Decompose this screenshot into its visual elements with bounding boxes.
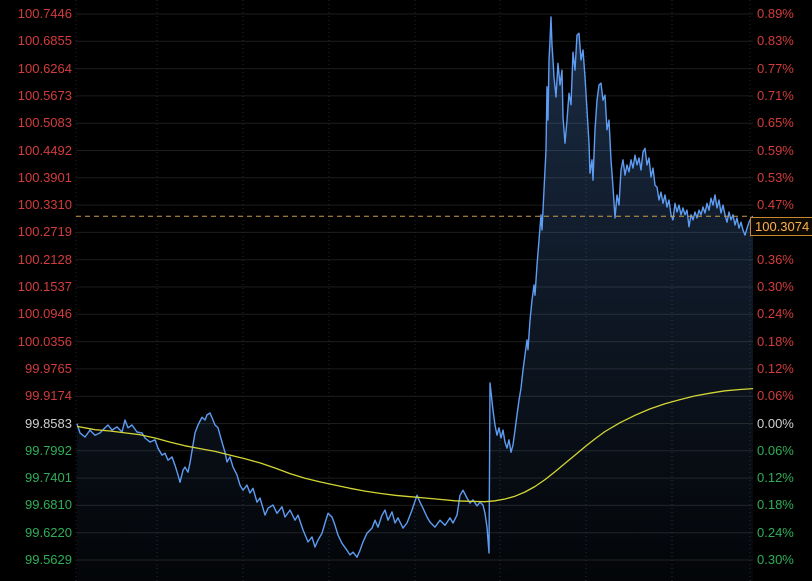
- percent-axis-label: 0.18%: [757, 334, 794, 349]
- price-axis-label: 100.0356: [17, 334, 72, 349]
- price-axis-label: 100.7446: [17, 6, 72, 21]
- current-price-value: 100.3074: [755, 219, 810, 234]
- percent-axis-label: 0.83%: [757, 33, 794, 48]
- percent-axis-label: 0.06%: [757, 388, 794, 403]
- percent-axis-label: 0.00%: [757, 416, 794, 431]
- percent-axis-label: 0.36%: [757, 252, 794, 267]
- price-line: [76, 16, 753, 558]
- percent-axis-label: 0.30%: [757, 279, 794, 294]
- price-axis-label: 99.9174: [25, 388, 72, 403]
- price-axis-label: 100.3901: [17, 170, 72, 185]
- percent-axis-label: 0.18%: [757, 497, 794, 512]
- price-axis-label: 99.6220: [25, 525, 72, 540]
- price-axis-label: 100.2128: [17, 252, 72, 267]
- percent-axis-label: 0.12%: [757, 470, 794, 485]
- ma-line: [76, 387, 753, 503]
- price-axis-label: 99.7401: [25, 470, 72, 485]
- price-axis-label: 100.6855: [17, 33, 72, 48]
- percent-axis-label: 0.59%: [757, 143, 794, 158]
- percent-axis-label: 0.65%: [757, 115, 794, 130]
- price-axis-label: 99.9765: [25, 361, 72, 376]
- percent-axis-label: 0.47%: [757, 197, 794, 212]
- percent-axis-label: 0.53%: [757, 170, 794, 185]
- price-axis-label: 100.5673: [17, 88, 72, 103]
- price-axis-label: 99.7992: [25, 443, 72, 458]
- price-axis-label: 100.3310: [17, 197, 72, 212]
- percent-axis-label: 0.30%: [757, 552, 794, 567]
- percent-axis-label: 0.06%: [757, 443, 794, 458]
- current-price-tag: 100.3074: [750, 217, 812, 236]
- percent-axis-label: 0.12%: [757, 361, 794, 376]
- price-axis-label: 100.2719: [17, 224, 72, 239]
- percent-axis-label: 0.89%: [757, 6, 794, 21]
- price-axis-label: 99.6810: [25, 497, 72, 512]
- price-area-fill: [77, 17, 753, 581]
- price-axis-label: 99.5629: [25, 552, 72, 567]
- price-axis-label: 100.5083: [17, 115, 72, 130]
- left-price-axis: 100.7446 100.6855 100.6264 100.5673 100.5083…: [0, 0, 72, 581]
- price-axis-label: 100.0946: [17, 306, 72, 321]
- percent-axis-label: 0.24%: [757, 306, 794, 321]
- percent-axis-label: 0.77%: [757, 61, 794, 76]
- percent-axis-label: 0.71%: [757, 88, 794, 103]
- price-axis-label: 100.6264: [17, 61, 72, 76]
- right-percent-axis: 0.89% 0.83% 0.77% 0.71% 0.65% 0.59% 0.53% 0.47%…: [757, 0, 812, 581]
- price-axis-label: 100.1537: [17, 279, 72, 294]
- price-axis-label: 99.8583: [25, 416, 72, 431]
- price-axis-label: 100.4492: [17, 143, 72, 158]
- percent-axis-label: 0.24%: [757, 525, 794, 540]
